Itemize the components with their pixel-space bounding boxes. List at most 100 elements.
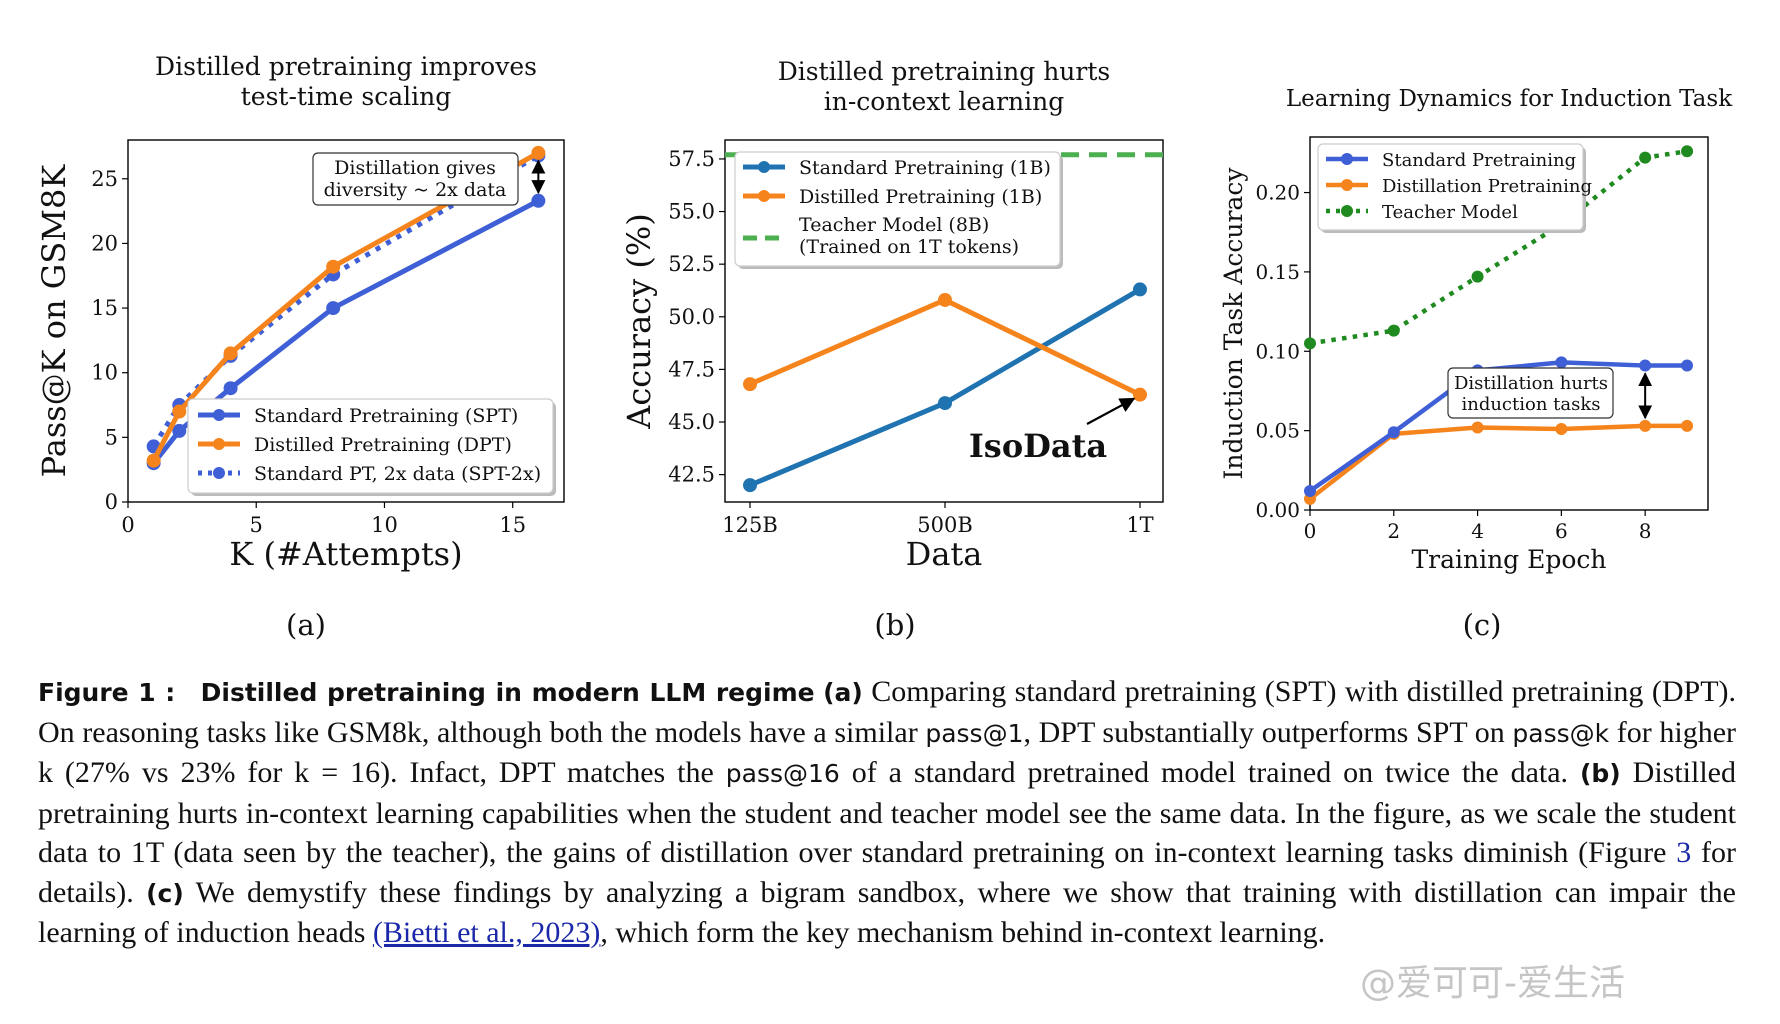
y-tick-label: 0.05 xyxy=(1255,419,1300,443)
caption-citation-link[interactable]: (Bietti et al., 2023) xyxy=(372,916,601,949)
y-tick-label: 20 xyxy=(91,231,118,255)
chart-title: test-time scaling xyxy=(241,82,452,111)
legend-label: Standard Pretraining xyxy=(1382,150,1576,171)
legend xyxy=(734,151,1061,267)
caption-b-text-2: for details). xyxy=(38,836,1736,909)
series-1-point xyxy=(1387,426,1400,439)
legend-marker xyxy=(213,467,225,479)
series-1-point xyxy=(172,423,187,438)
x-tick-label: 15 xyxy=(499,513,526,537)
legend-label: Distilled Pretraining (DPT) xyxy=(254,434,512,456)
legend-marker xyxy=(1341,153,1353,165)
x-tick-label: 6 xyxy=(1555,519,1568,543)
legend xyxy=(1317,143,1584,231)
x-tick-label: 2 xyxy=(1387,519,1400,543)
series-2-point xyxy=(172,404,187,419)
chart-title: Distilled pretraining improves xyxy=(155,52,537,81)
series-1-point xyxy=(223,381,238,396)
series-3-point xyxy=(1387,324,1400,337)
annotation-box xyxy=(1447,367,1614,419)
legend-label: Standard PT, 2x data (SPT-2x) xyxy=(254,463,541,485)
legend-marker xyxy=(213,409,225,421)
caption-b-text-1: Distilled pretraining hurts in-context l… xyxy=(38,756,1737,869)
x-tick-label: 0 xyxy=(1304,519,1317,543)
series-2-line xyxy=(1308,423,1688,501)
y-tick-label: 0.10 xyxy=(1255,339,1300,363)
x-axis-label: K (#Attempts) xyxy=(229,535,462,573)
series-2-point xyxy=(146,453,161,468)
caption-pass1: pass@1 xyxy=(925,718,1024,748)
legend-marker xyxy=(758,190,770,202)
y-tick-label: 10 xyxy=(91,361,118,385)
panel-label: (a) xyxy=(286,608,326,642)
panel-label: (c) xyxy=(1463,608,1502,642)
legend-marker xyxy=(758,161,770,173)
x-tick-label: 4 xyxy=(1471,519,1484,543)
y-axis-label: Accuracy (%) xyxy=(620,213,658,429)
legend-label: (Trained on 1T tokens) xyxy=(799,236,1019,258)
y-tick-label: 55.0 xyxy=(668,200,715,224)
y-tick-label: 0.00 xyxy=(1255,498,1300,522)
plot-frame xyxy=(1309,136,1709,511)
x-tick-label: 5 xyxy=(250,513,263,537)
caption-passk: pass@k xyxy=(1512,718,1610,748)
y-tick-label: 47.5 xyxy=(668,357,715,381)
legend-label: Distilled Pretraining (1B) xyxy=(799,186,1042,208)
caption-pass16: pass@16 xyxy=(725,759,840,788)
caption-a-text-4: of a standard pretrained model trained o… xyxy=(851,756,1569,789)
legend-label: Standard Pretraining (1B) xyxy=(799,157,1051,179)
series-2-point xyxy=(1133,387,1147,402)
series-2-line xyxy=(749,297,1142,397)
caption-a-label: (a) xyxy=(823,678,863,707)
series-2-point xyxy=(326,259,341,274)
annotation-text: Distillation hurts xyxy=(1454,373,1608,394)
caption-c-label: (c) xyxy=(146,878,184,908)
panel-label: (b) xyxy=(874,608,915,642)
caption-a-text-3: for higher k (27% vs 23% for k = 16). In… xyxy=(38,715,1737,790)
series-1-point xyxy=(743,478,757,493)
series-1-point xyxy=(1639,359,1652,372)
figure-caption: Figure 1 : Distilled pretraining in mode… xyxy=(38,672,1736,953)
annotation-box xyxy=(312,152,519,206)
chart-title: in-context learning xyxy=(824,87,1064,116)
series-2-point xyxy=(938,292,952,307)
x-axis-label: Data xyxy=(906,535,983,573)
caption-heading: Distilled pretraining in modern LLM regi… xyxy=(200,678,815,707)
series-2-point xyxy=(531,145,546,160)
y-tick-label: 15 xyxy=(91,296,118,320)
x-tick-label: 125B xyxy=(722,513,778,537)
legend-label: Standard Pretraining (SPT) xyxy=(254,405,518,427)
x-tick-label: 8 xyxy=(1639,519,1652,543)
annotation-text: diversity ~ 2x data xyxy=(324,179,507,201)
y-tick-label: 0.20 xyxy=(1255,181,1300,205)
y-tick-label: 5 xyxy=(105,425,118,449)
caption-a-text-2: , DPT substantially outperforms SPT on xyxy=(1023,715,1505,749)
chart-title: Learning Dynamics for Induction Task xyxy=(1286,86,1733,112)
x-tick-label: 500B xyxy=(917,513,973,537)
series-2-point xyxy=(1555,423,1568,436)
chart-title: Distilled pretraining hurts xyxy=(778,57,1110,86)
y-axis-label: Pass@K on GSM8K xyxy=(35,164,73,478)
caption-figure-ref[interactable]: 3 xyxy=(1676,836,1692,869)
series-1-line xyxy=(1308,360,1688,493)
legend-marker xyxy=(1341,179,1353,191)
caption-label: Figure 1 : xyxy=(38,678,176,707)
x-tick-label: 0 xyxy=(121,513,134,537)
annotation-text: induction tasks xyxy=(1461,394,1600,415)
figure: Distilled pretraining improvestest-time … xyxy=(35,52,1733,642)
series-1-point xyxy=(1555,356,1568,369)
y-tick-label: 45.0 xyxy=(668,410,715,434)
y-tick-label: 52.5 xyxy=(668,252,715,276)
series-3-point xyxy=(1471,270,1484,283)
caption-c-text-1: We demystify these findings by analyzing… xyxy=(38,875,1736,950)
x-tick-label: 1T xyxy=(1126,513,1153,537)
series-2-point xyxy=(1639,419,1652,432)
y-tick-label: 0 xyxy=(105,490,118,514)
y-axis-label: Induction Task Accuracy xyxy=(1219,167,1248,480)
y-tick-label: 0.15 xyxy=(1255,260,1300,284)
legend-marker xyxy=(213,438,225,450)
y-tick-label: 50.0 xyxy=(668,305,715,329)
series-2-point xyxy=(743,377,757,392)
series-3-point xyxy=(1639,151,1652,164)
isodata-arrow xyxy=(1086,397,1136,425)
